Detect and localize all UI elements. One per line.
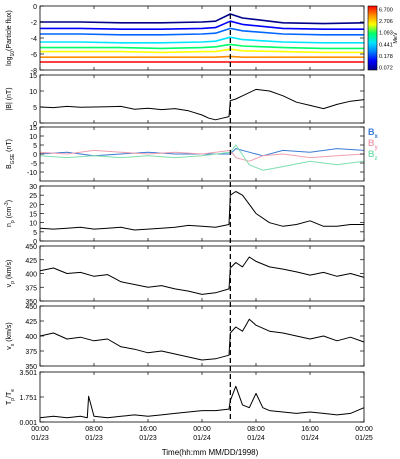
y-tick-label: 20 — [29, 202, 37, 209]
y-tick-label: -10 — [27, 170, 37, 177]
x-tick-time: 08:00 — [247, 426, 265, 433]
y-axis-label: vp (km/s) — [6, 260, 16, 288]
y-tick-label: 400 — [25, 334, 37, 341]
plot-area — [40, 372, 364, 422]
colorbar: 6.700 2.706 1.093 0.441 0.178 0.072 MeV — [367, 5, 399, 72]
plot-area — [40, 75, 364, 123]
plot-area — [40, 246, 364, 301]
series-line-0 — [40, 13, 365, 25]
y-axis-label: Tp/Te — [6, 389, 16, 405]
series-line-6 — [40, 55, 364, 59]
x-tick-time: 00:00 — [31, 426, 49, 433]
panel-particle-flux: 0 -2 -4 -6 -8 log10(Particle flux) — [6, 4, 365, 75]
y-tick-label: 350 — [25, 364, 37, 371]
y-axis-label: np (cm-3) — [4, 200, 16, 227]
y-tick-label: 0.001 — [19, 420, 37, 427]
series-line-0 — [39, 191, 364, 231]
y-tick-label: 1.751 — [19, 395, 37, 402]
y-tick-label: 375 — [25, 349, 37, 356]
y-axis-label: vx (km/s) — [6, 322, 16, 349]
x-tick-date: 01/24 — [247, 435, 265, 442]
panels: 0 -2 -4 -6 -8 log10(Particle flux) 0 5 10 15 |B| (… — [4, 4, 379, 427]
colorbar-tick-label: 2.706 — [379, 19, 393, 25]
y-tick-label: -4 — [31, 36, 37, 43]
series-line-0 — [39, 256, 365, 295]
y-tick-label: -5 — [31, 161, 37, 168]
y-tick-label: 15 — [29, 125, 37, 132]
y-tick-label: 0 — [33, 4, 37, 11]
x-tick-date: 01/24 — [301, 435, 319, 442]
y-axis-label: |B| (nT) — [6, 87, 13, 110]
y-tick-label: 375 — [25, 285, 37, 292]
colorbar-tick-label: 0.178 — [379, 54, 393, 60]
y-tick-label: 15 — [29, 212, 37, 219]
x-tick-date: 01/23 — [139, 435, 157, 442]
x-tick-time: 00:00 — [355, 426, 373, 433]
y-tick-label: 10 — [29, 89, 37, 96]
x-tick-date: 01/24 — [193, 435, 211, 442]
y-tick-label: 450 — [25, 244, 37, 251]
x-tick-time: 16:00 — [301, 426, 319, 433]
series-line-4 — [40, 43, 364, 50]
legend-bx: Bx — [368, 127, 379, 140]
series-line-2 — [40, 27, 364, 36]
colorbar-tick-label: 1.093 — [379, 31, 393, 37]
y-axis-label: log10(Particle flux) — [6, 10, 16, 66]
y-tick-label: 3.501 — [19, 370, 37, 377]
legend-bz: Bz — [368, 149, 378, 162]
colorbar-tick-label: 6.700 — [379, 8, 393, 14]
y-axis-label: BGSE (nT) — [6, 139, 16, 169]
y-tick-label: 0 — [33, 121, 37, 128]
time-axis: 00:00 01/23 08:00 01/23 16:00 01/23 00:00 01/24… — [31, 426, 373, 442]
y-tick-label: 425 — [25, 319, 37, 326]
x-tick-time: 00:00 — [193, 426, 211, 433]
colorbar-bar — [367, 5, 378, 71]
x-tick-time: 08:00 — [85, 426, 103, 433]
colorbar-unit: MeV — [393, 32, 399, 44]
panel-speed: 350 375 400 425 450 vp (km/s) — [6, 244, 365, 306]
y-tick-label: 450 — [25, 304, 37, 311]
series-line-5 — [40, 48, 364, 54]
y-tick-label: 5 — [33, 230, 37, 237]
plot-area — [40, 6, 364, 70]
x-axis-label: Time(hh:mm MM/DD/1998) — [162, 448, 259, 457]
panel-velocity-x: 350 375 400 425 450 vx (km/s) — [6, 304, 365, 371]
colorbar-tick-label: 0.072 — [379, 66, 393, 72]
series-line-1 — [40, 20, 364, 31]
y-tick-label: 0 — [33, 152, 37, 159]
plot-area — [40, 186, 364, 241]
series-line-3 — [40, 36, 364, 44]
y-tick-label: 5 — [33, 143, 37, 150]
plot-area — [40, 306, 364, 366]
y-tick-label: 30 — [29, 184, 37, 191]
y-tick-label: 10 — [29, 134, 37, 141]
y-tick-label: 10 — [29, 221, 37, 228]
legend-by: By — [368, 138, 379, 151]
x-tick-time: 16:00 — [139, 426, 157, 433]
y-tick-label: -2 — [31, 20, 37, 27]
y-tick-label: -6 — [31, 52, 37, 59]
series-line-0 — [39, 318, 365, 361]
x-tick-date: 01/25 — [355, 435, 373, 442]
panel-density: 0 5 10 15 20 25 30 np (cm-3) — [4, 184, 365, 246]
y-tick-label: 0 — [33, 239, 37, 246]
x-tick-date: 01/23 — [31, 435, 49, 442]
y-tick-label: 5 — [33, 105, 37, 112]
series-line-0 — [39, 88, 365, 121]
x-tick-date: 01/23 — [85, 435, 103, 442]
y-tick-label: 400 — [25, 272, 37, 279]
panel-magnetic-field: 0 5 10 15 |B| (nT) — [6, 73, 365, 128]
y-tick-label: 25 — [29, 193, 37, 200]
y-tick-label: 15 — [29, 73, 37, 80]
panel-temperature-ratio: 0.001 1.751 3.501 Tp/Te — [6, 370, 365, 427]
y-tick-label: -8 — [31, 68, 37, 75]
y-tick-label: 425 — [25, 258, 37, 265]
colorbar-tick-label: 0.441 — [379, 42, 393, 48]
y-tick-label: 350 — [25, 299, 37, 306]
series-line-0 — [39, 385, 365, 419]
